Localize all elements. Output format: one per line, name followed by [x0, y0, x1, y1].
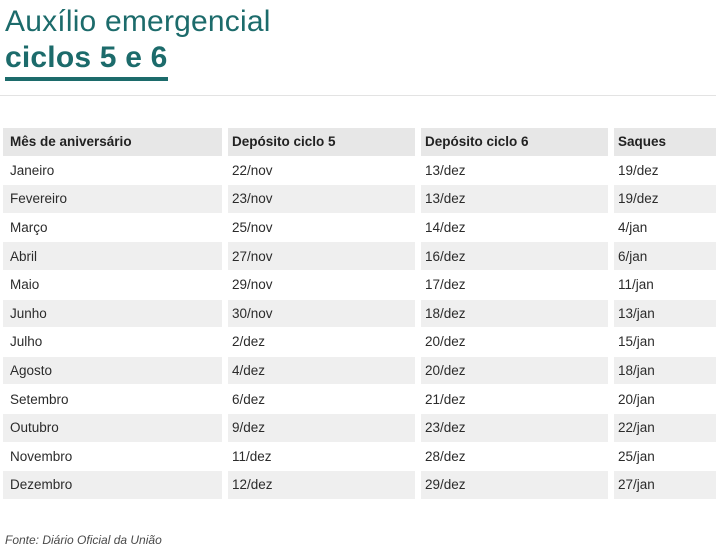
date-cell: 6/jan	[614, 242, 716, 271]
column-header: Saques	[614, 128, 716, 157]
table-row: Julho 2/dez 20/dez 15/jan	[3, 328, 716, 357]
page-title: Auxílio emergencial	[5, 5, 271, 38]
date-cell: 2/dez	[228, 328, 421, 357]
date-cell: 16/dez	[421, 242, 614, 271]
date-cell: 29/dez	[421, 471, 614, 500]
table-row: Dezembro 12/dez 29/dez 27/jan	[3, 471, 716, 500]
date-cell: 4/dez	[228, 356, 421, 386]
divider-rule	[0, 95, 716, 96]
table-header-row: Mês de aniversário Depósito ciclo 5 Depósi…	[3, 128, 716, 157]
date-cell: 23/dez	[421, 413, 614, 443]
date-cell: 29/nov	[228, 270, 421, 300]
date-cell: 4/jan	[614, 213, 716, 243]
table-row: Abril 27/nov 16/dez 6/jan	[3, 242, 716, 271]
date-cell: 19/dez	[614, 156, 716, 186]
date-cell: 6/dez	[228, 385, 421, 414]
date-cell: 9/dez	[228, 413, 421, 443]
table-row: Março 25/nov 14/dez 4/jan	[3, 213, 716, 243]
month-cell: Outubro	[3, 413, 228, 443]
month-cell: Setembro	[3, 385, 228, 414]
date-cell: 18/dez	[421, 299, 614, 329]
date-cell: 13/jan	[614, 299, 716, 329]
date-cell: 20/dez	[421, 328, 614, 357]
page-subtitle: ciclos 5 e 6	[5, 43, 168, 81]
date-cell: 28/dez	[421, 442, 614, 472]
column-header: Mês de aniversário	[3, 128, 228, 157]
date-cell: 22/nov	[228, 156, 421, 186]
date-cell: 14/dez	[421, 213, 614, 243]
month-cell: Julho	[3, 328, 228, 357]
month-cell: Janeiro	[3, 156, 228, 186]
table-head: Mês de aniversário Depósito ciclo 5 Depósi…	[3, 128, 716, 157]
table-row: Maio 29/nov 17/dez 11/jan	[3, 270, 716, 300]
date-cell: 11/jan	[614, 270, 716, 300]
month-cell: Novembro	[3, 442, 228, 472]
table-row: Fevereiro 23/nov 13/dez 19/dez	[3, 185, 716, 214]
date-cell: 18/jan	[614, 356, 716, 386]
date-cell: 13/dez	[421, 185, 614, 214]
month-cell: Agosto	[3, 356, 228, 386]
date-cell: 22/jan	[614, 413, 716, 443]
date-cell: 25/jan	[614, 442, 716, 472]
table-row: Janeiro 22/nov 13/dez 19/dez	[3, 156, 716, 186]
column-header: Depósito ciclo 6	[421, 128, 614, 157]
month-cell: Março	[3, 213, 228, 243]
title-block: Auxílio emergencial ciclos 5 e 6	[0, 0, 716, 81]
date-cell: 13/dez	[421, 156, 614, 186]
date-cell: 23/nov	[228, 185, 421, 214]
date-cell: 15/jan	[614, 328, 716, 357]
table-row: Junho 30/nov 18/dez 13/jan	[3, 299, 716, 329]
month-cell: Abril	[3, 242, 228, 271]
date-cell: 11/dez	[228, 442, 421, 472]
date-cell: 12/dez	[228, 471, 421, 500]
date-cell: 25/nov	[228, 213, 421, 243]
date-cell: 30/nov	[228, 299, 421, 329]
month-cell: Dezembro	[3, 471, 228, 500]
table-body: Janeiro 22/nov 13/dez 19/dez Fevereiro 23/nov…	[3, 156, 716, 500]
date-cell: 20/dez	[421, 356, 614, 386]
table-row: Agosto 4/dez 20/dez 18/jan	[3, 356, 716, 386]
date-cell: 27/jan	[614, 471, 716, 500]
table-row: Setembro 6/dez 21/dez 20/jan	[3, 385, 716, 414]
month-cell: Fevereiro	[3, 185, 228, 214]
payment-schedule-table: Mês de aniversário Depósito ciclo 5 Depósi…	[3, 128, 716, 500]
month-cell: Junho	[3, 299, 228, 329]
date-cell: 21/dez	[421, 385, 614, 414]
date-cell: 17/dez	[421, 270, 614, 300]
column-header: Depósito ciclo 5	[228, 128, 421, 157]
table-row: Outubro 9/dez 23/dez 22/jan	[3, 413, 716, 443]
source-note: Fonte: Diário Oficial da União	[5, 532, 162, 547]
date-cell: 27/nov	[228, 242, 421, 271]
date-cell: 19/dez	[614, 185, 716, 214]
table-row: Novembro 11/dez 28/dez 25/jan	[3, 442, 716, 472]
month-cell: Maio	[3, 270, 228, 300]
date-cell: 20/jan	[614, 385, 716, 414]
